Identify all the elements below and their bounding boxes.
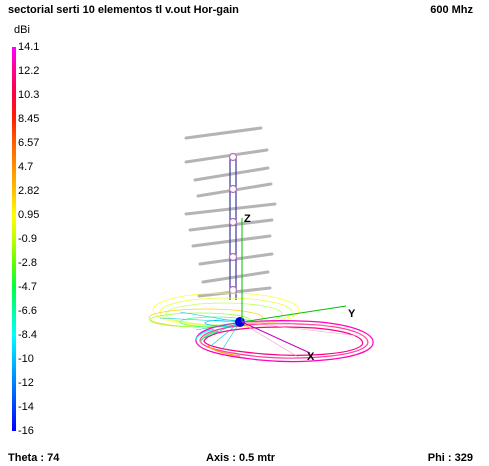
- gain-color-scale: [12, 47, 16, 431]
- window-title: sectorial serti 10 elementos tl v.out Ho…: [8, 4, 239, 16]
- element: [193, 166, 270, 182]
- frequency-label: 600 Mhz: [430, 4, 473, 16]
- element: [184, 148, 269, 164]
- scale-tick-label: 14.1: [18, 41, 40, 53]
- scale-tick-label: 12.2: [18, 65, 40, 77]
- scale-tick-label: -12: [18, 377, 34, 389]
- scale-tick-label: -2.8: [18, 257, 37, 269]
- scale-tick-label: -16: [18, 425, 34, 437]
- x-axis: [241, 321, 311, 354]
- coordinate-axes: [241, 218, 347, 354]
- scale-tick-label: -4.7: [18, 281, 37, 293]
- scale-tick-label: -6.6: [18, 305, 37, 317]
- scale-tick-label: 6.57: [18, 137, 40, 149]
- phi-readout: Phi : 329: [427, 452, 473, 464]
- scale-tick-label: 2.82: [18, 185, 40, 197]
- theta-readout: Theta : 74: [8, 452, 60, 464]
- scale-tick-label: -10: [18, 353, 34, 365]
- scale-unit-label: dBi: [14, 24, 30, 36]
- scale-tick-label: 0.95: [18, 209, 40, 221]
- scale-tick-label: 8.45: [18, 113, 40, 125]
- scale-tick-label: 10.3: [18, 89, 40, 101]
- feed-points: [228, 152, 238, 295]
- scale-tick-label: -14: [18, 401, 34, 413]
- y-axis: [241, 305, 347, 323]
- scale-tick-label: -0.9: [18, 233, 37, 245]
- x-axis-label: X: [307, 351, 315, 363]
- pattern-mesh: [159, 311, 361, 359]
- scale-tick-label: -8.4: [18, 329, 37, 341]
- axis-readout: Axis : 0.5 mtr: [206, 452, 276, 464]
- y-axis-label: Y: [348, 308, 356, 320]
- feed-line: [229, 157, 237, 300]
- scale-tick-label: 4.7: [18, 161, 34, 173]
- z-axis-label: Z: [244, 213, 251, 225]
- element: [191, 234, 272, 248]
- element: [184, 126, 263, 140]
